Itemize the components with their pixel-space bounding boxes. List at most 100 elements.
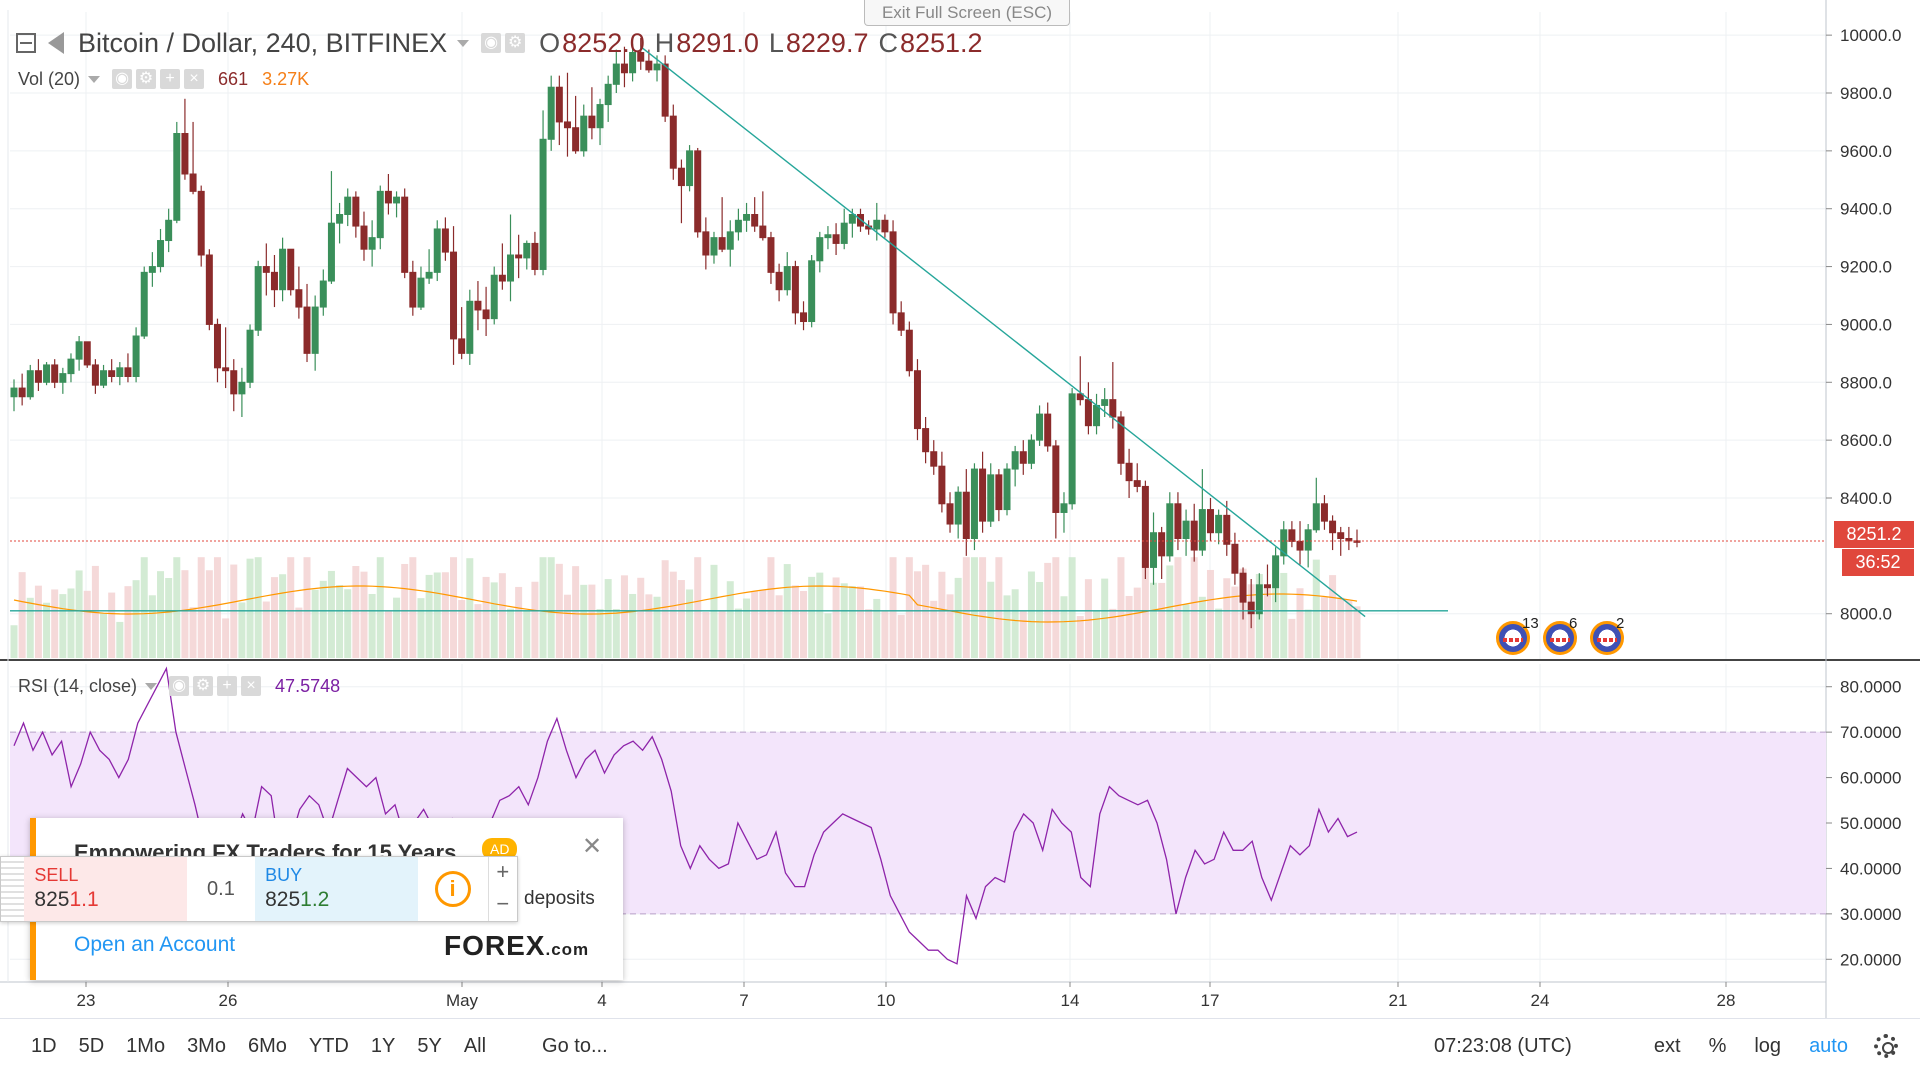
volume-bar bbox=[677, 580, 685, 658]
volume-bar bbox=[808, 576, 816, 658]
candle-body bbox=[710, 237, 718, 256]
candle-body bbox=[1076, 393, 1084, 401]
candle-body bbox=[1117, 416, 1125, 464]
chevron-down-icon[interactable] bbox=[457, 39, 470, 47]
exit-fullscreen-button[interactable]: Exit Full Screen (ESC) bbox=[864, 0, 1070, 26]
range-1mo[interactable]: 1Mo bbox=[126, 1034, 166, 1057]
candle-body bbox=[393, 196, 401, 204]
volume-bar bbox=[189, 607, 197, 658]
us-event-badge[interactable]: 13 bbox=[1496, 615, 1539, 655]
volume-bar bbox=[1141, 557, 1149, 658]
ad-close-button[interactable]: ✕ bbox=[582, 833, 603, 860]
buy-button[interactable]: BUY 8251.2 bbox=[255, 857, 418, 921]
auto-scale-toggle[interactable]: auto bbox=[1809, 1034, 1848, 1057]
candle-body bbox=[197, 190, 205, 256]
volume-bar bbox=[669, 571, 677, 658]
volume-bar bbox=[1019, 611, 1027, 658]
utc-clock[interactable]: 07:23:08 (UTC) bbox=[1434, 1035, 1572, 1057]
extended-hours-toggle[interactable]: ext bbox=[1653, 1034, 1681, 1057]
volume-bar bbox=[987, 581, 995, 658]
gear-icon[interactable] bbox=[1874, 1034, 1898, 1058]
range-3mo[interactable]: 3Mo bbox=[187, 1034, 226, 1057]
time-tick-label: 23 bbox=[77, 991, 96, 1010]
collapse-icon[interactable] bbox=[16, 33, 36, 53]
volume-bar bbox=[547, 557, 555, 658]
gear-icon[interactable]: ⚙ bbox=[136, 69, 157, 89]
log-scale-toggle[interactable]: log bbox=[1754, 1034, 1782, 1057]
percent-scale-toggle[interactable]: % bbox=[1708, 1034, 1727, 1057]
add-icon[interactable]: + bbox=[160, 69, 181, 89]
candle-body bbox=[132, 335, 140, 377]
chevron-down-icon[interactable] bbox=[145, 682, 158, 690]
eye-icon[interactable]: ◉ bbox=[112, 69, 133, 89]
candle-body bbox=[1044, 413, 1052, 447]
volume-bar bbox=[108, 592, 116, 658]
candle-body bbox=[157, 240, 165, 268]
volume-bar bbox=[83, 590, 91, 658]
volume-label[interactable]: Vol (20) bbox=[18, 68, 81, 89]
candle-body bbox=[1093, 404, 1101, 427]
volume-bar bbox=[840, 583, 848, 658]
candle-body bbox=[417, 277, 425, 308]
candle-body bbox=[596, 104, 604, 129]
range-5d[interactable]: 5D bbox=[78, 1034, 105, 1057]
candle-body bbox=[547, 86, 555, 140]
candle-body bbox=[563, 121, 571, 129]
volume-bar bbox=[474, 604, 482, 658]
event-count: 6 bbox=[1569, 615, 1578, 632]
sell-button[interactable]: SELL 8251.1 bbox=[24, 857, 187, 921]
candle-body bbox=[946, 503, 954, 525]
range-ytd[interactable]: YTD bbox=[308, 1034, 349, 1057]
volume-bar bbox=[637, 577, 645, 658]
range-1y[interactable]: 1Y bbox=[370, 1034, 396, 1057]
candle-body bbox=[43, 364, 51, 383]
symbol-title[interactable]: Bitcoin / Dollar, 240, BITFINEX bbox=[78, 27, 448, 58]
range-6mo[interactable]: 6Mo bbox=[247, 1034, 287, 1057]
volume-bar bbox=[604, 579, 612, 658]
close-icon[interactable]: × bbox=[241, 676, 262, 696]
eye-icon[interactable]: ◉ bbox=[481, 33, 502, 53]
increment-button[interactable]: + bbox=[496, 859, 510, 884]
candle-body bbox=[1223, 514, 1231, 545]
candle-body bbox=[368, 237, 376, 250]
volume-bar bbox=[433, 572, 441, 658]
candle-body bbox=[523, 242, 531, 259]
ad-deposits-text: deposits bbox=[524, 888, 595, 909]
add-icon[interactable]: + bbox=[217, 676, 238, 696]
candle-body bbox=[629, 52, 637, 74]
candle-body bbox=[897, 312, 905, 331]
close-icon[interactable]: × bbox=[184, 69, 205, 89]
volume-bar bbox=[1337, 597, 1345, 658]
volume-bar bbox=[531, 581, 539, 658]
flag-icon[interactable] bbox=[48, 32, 64, 54]
range-5y[interactable]: 5Y bbox=[417, 1034, 442, 1057]
candle-body bbox=[1288, 529, 1296, 542]
us-event-badge[interactable]: 2 bbox=[1590, 615, 1626, 655]
chevron-down-icon[interactable] bbox=[88, 75, 101, 83]
open-account-link[interactable]: Open an Account bbox=[74, 933, 236, 956]
spread-value: 0.1 bbox=[207, 878, 235, 900]
rsi-label[interactable]: RSI (14, close) bbox=[18, 675, 138, 696]
volume-bar bbox=[1068, 557, 1076, 658]
info-button[interactable]: i bbox=[418, 857, 488, 921]
candle-body bbox=[59, 373, 67, 383]
drag-handle[interactable] bbox=[1, 857, 25, 921]
range-all[interactable]: All bbox=[463, 1034, 487, 1057]
gear-icon[interactable]: ⚙ bbox=[505, 33, 526, 53]
range-1d[interactable]: 1D bbox=[31, 1034, 57, 1057]
economic-events: 13 6 2 bbox=[1496, 615, 1637, 655]
rsi-tick-label: 50.0000 bbox=[1840, 814, 1901, 833]
volume-bar bbox=[1158, 582, 1166, 658]
trade-widget[interactable]: SELL 8251.1 0.1 BUY 8251.2 i + − bbox=[0, 856, 518, 922]
quantity-stepper[interactable]: + − bbox=[487, 857, 517, 921]
gear-icon[interactable]: ⚙ bbox=[193, 676, 214, 696]
goto-date-button[interactable]: Go to... bbox=[542, 1034, 608, 1057]
eye-icon[interactable]: ◉ bbox=[169, 676, 190, 696]
candle-body bbox=[116, 367, 124, 378]
us-event-badge[interactable]: 6 bbox=[1543, 615, 1579, 655]
candle-body bbox=[1158, 532, 1166, 557]
volume-bar bbox=[1231, 586, 1239, 658]
volume-bar bbox=[262, 601, 270, 658]
decrement-button[interactable]: − bbox=[496, 891, 510, 916]
